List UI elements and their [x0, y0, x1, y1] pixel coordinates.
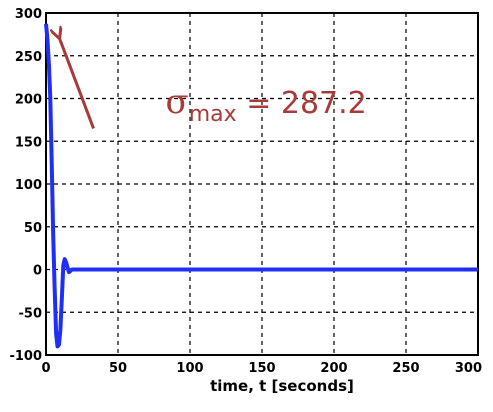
y-tick-labels: -100 -50 0 50 100 150 200 250 300: [9, 7, 42, 364]
y-tick-label: 300: [15, 7, 42, 22]
x-tick-label: 200: [320, 361, 347, 376]
annotation-value: = 287.2: [237, 86, 367, 121]
y-tick-label: 150: [15, 135, 42, 150]
y-tick-label: 100: [15, 178, 42, 193]
x-tick-labels: 0 50 100 150 200 250 300: [41, 361, 482, 376]
series-line: [44, 23, 478, 349]
y-tick-label: -50: [19, 306, 43, 321]
sigma-max-annotation: σmax = 287.2: [59, 37, 367, 129]
y-tick-label: 250: [15, 50, 42, 65]
x-tick-label: 50: [109, 361, 127, 376]
annotation-text: σmax = 287.2: [166, 82, 367, 127]
series-layer: [44, 23, 478, 349]
x-axis-label: time, t [seconds]: [210, 377, 354, 395]
y-tick-label: -100: [9, 349, 42, 364]
x-tick-label: 300: [455, 361, 482, 376]
y-tick-label: 0: [33, 264, 42, 279]
x-tick-label: 150: [248, 361, 275, 376]
annotation-arrow: [59, 37, 95, 129]
x-tick-label: 100: [176, 361, 203, 376]
x-tick-label: 0: [41, 361, 50, 376]
grid-lines: [46, 13, 478, 355]
y-tick-label: 50: [24, 221, 42, 236]
x-tick-label: 250: [392, 361, 419, 376]
annotation-subscript: max: [189, 102, 237, 127]
y-tick-label: 200: [15, 93, 42, 108]
annotation-symbol: σ: [166, 82, 189, 122]
